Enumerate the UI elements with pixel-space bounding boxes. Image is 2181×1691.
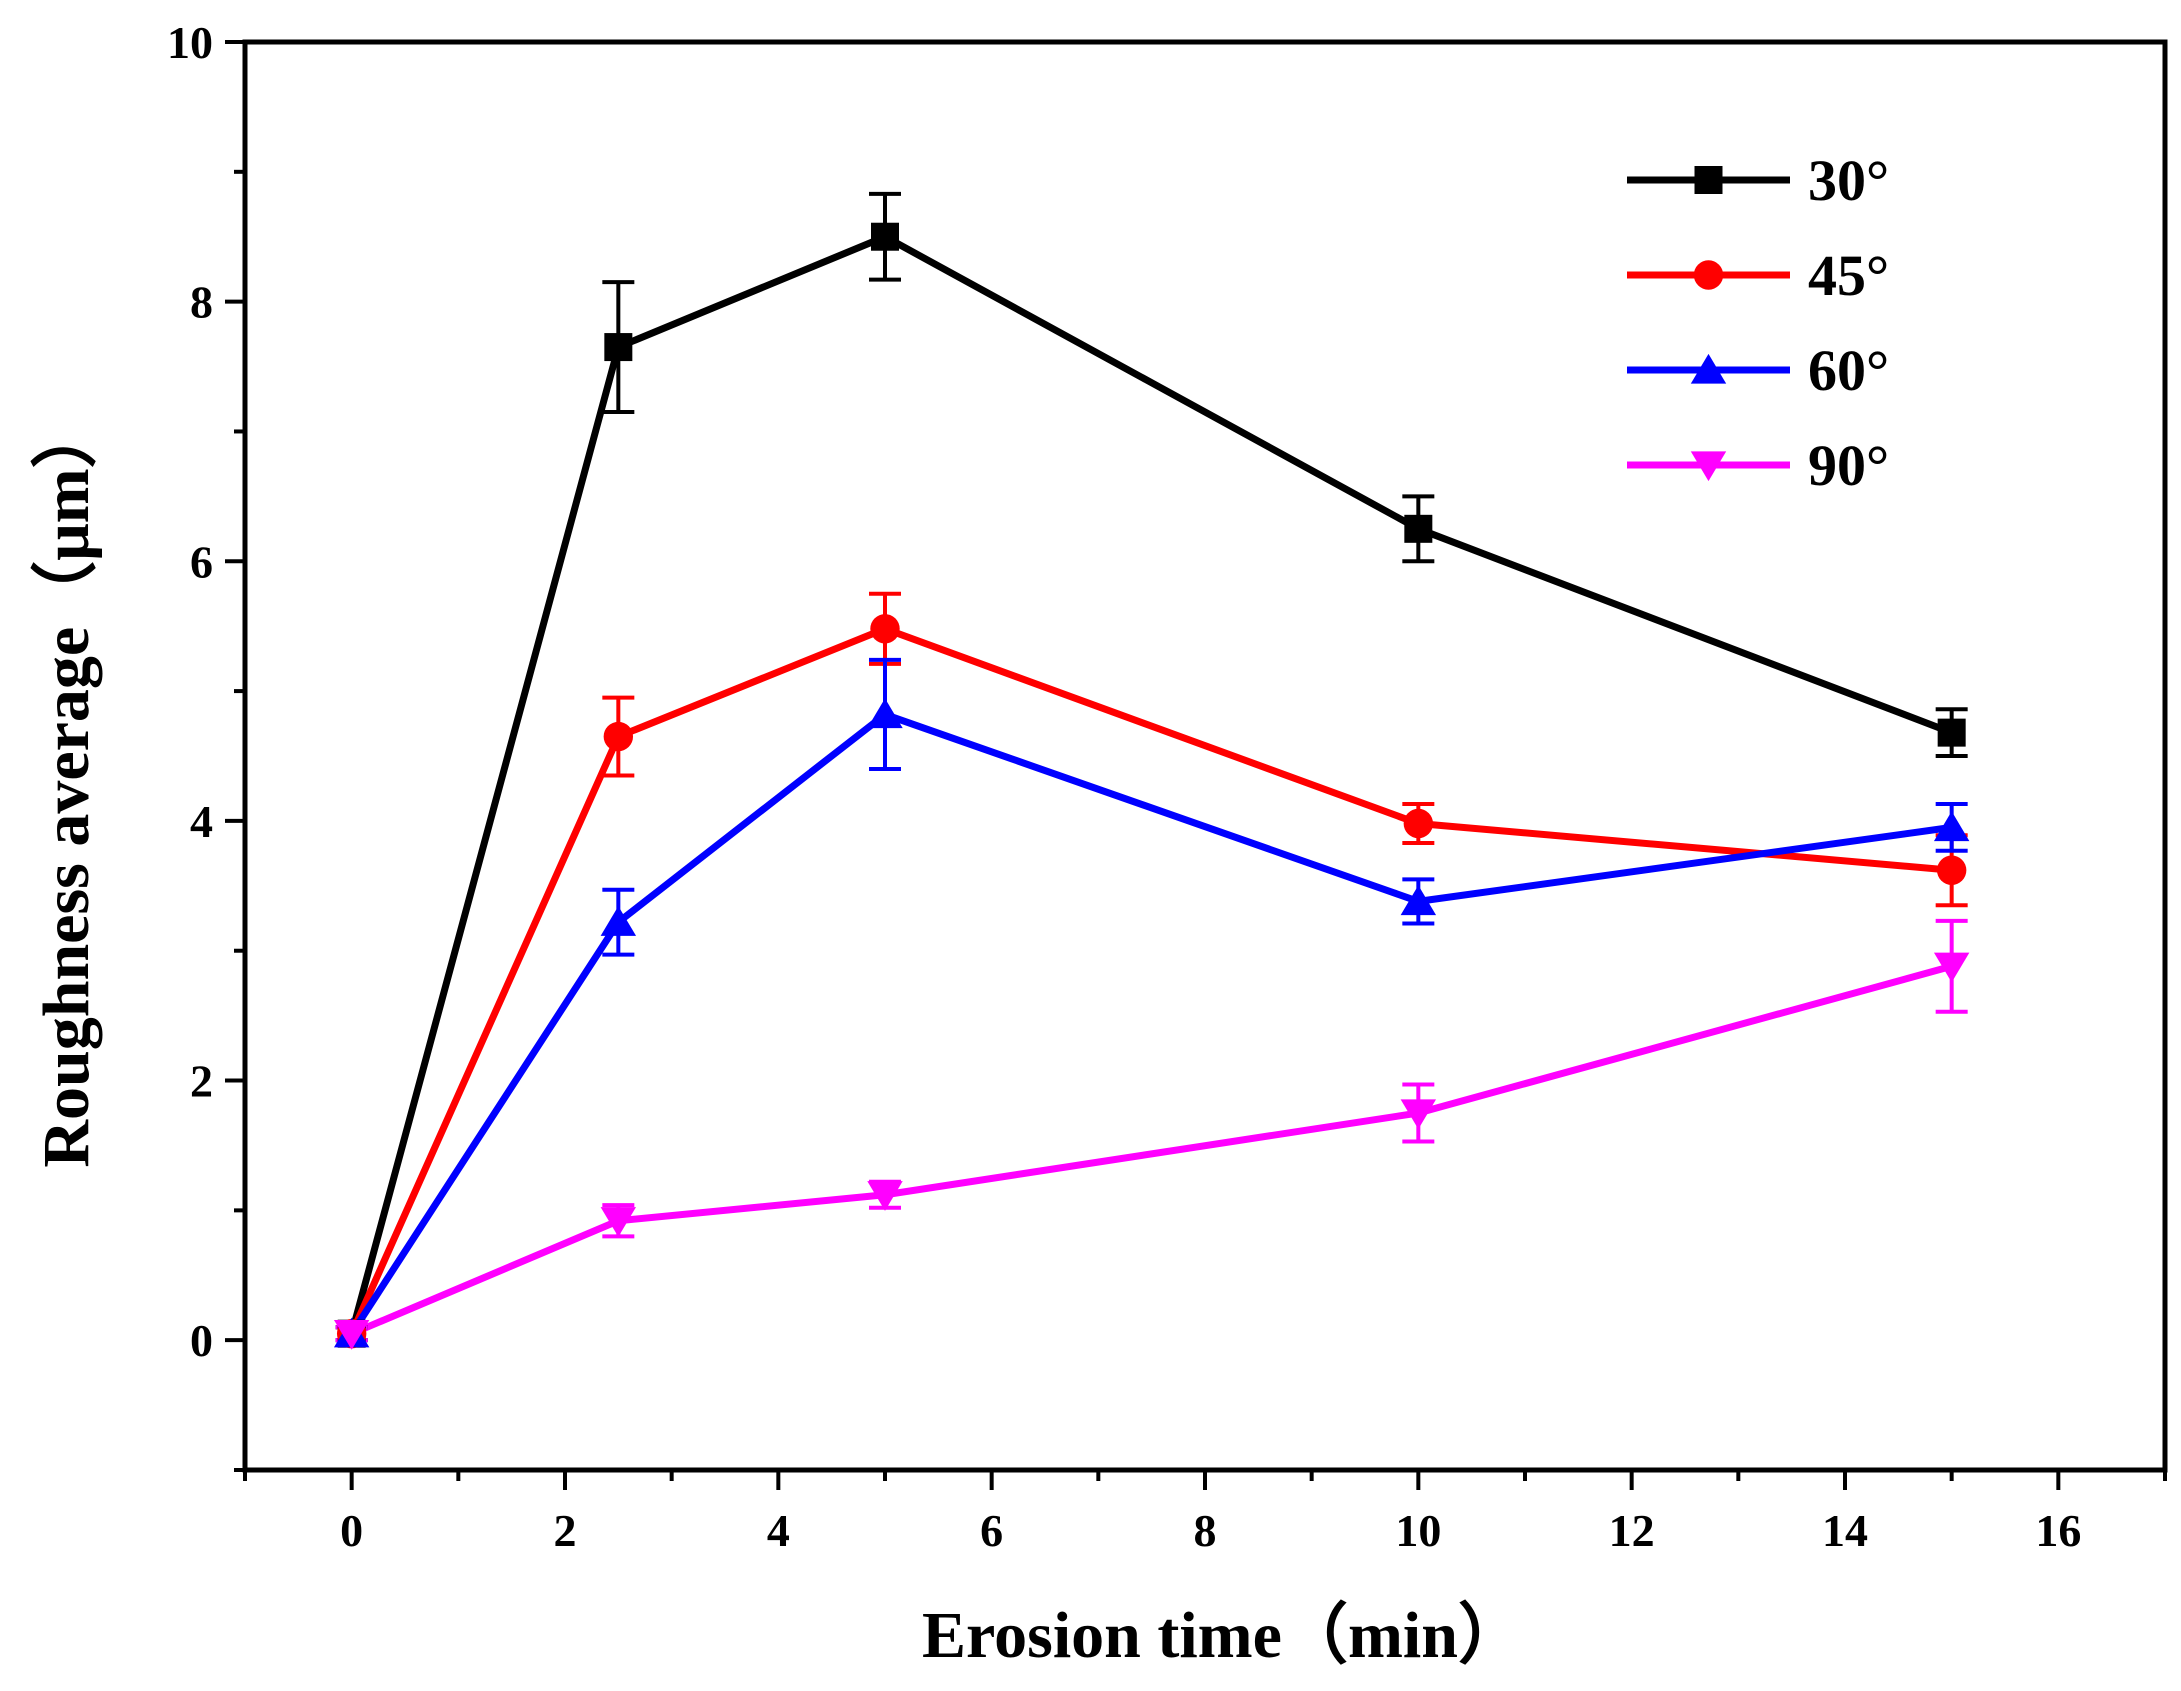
x-tick-label: 14 [1822,1505,1868,1556]
y-axis-label: Roughness average（μm） [29,402,103,1167]
x-tick-label: 12 [1609,1505,1655,1556]
data-point [1403,808,1434,839]
data-point [1400,1099,1437,1130]
x-tick-label: 4 [767,1505,790,1556]
data-point [1400,885,1437,916]
legend: 30° 45° 60° 90° [1627,148,1889,498]
series-line [348,233,1953,1335]
data-point [1404,514,1433,543]
series-line [348,625,1952,1336]
y-tick-label: 10 [167,17,213,68]
legend-label: 45° [1808,243,1889,308]
series-markers [333,222,1970,1350]
legend-marker [1690,451,1727,482]
x-tick-label: 6 [980,1505,1003,1556]
y-tick-label: 4 [190,796,213,847]
legend-marker [1694,166,1723,194]
legend-label: 90° [1808,433,1889,498]
data-point [1937,718,1966,747]
axes: 0 2 4 6 8 10 12 14 16 0 2 4 6 8 10 [167,17,2168,1556]
error-bars [335,191,1968,1343]
legend-label: 30° [1808,148,1889,213]
y-tick-label: 8 [190,277,213,328]
legend-marker [1690,353,1727,384]
data-point [867,1181,903,1211]
series-line [350,962,1953,1337]
x-tick-label: 0 [340,1505,363,1556]
data-point [1933,811,1970,842]
data-point [867,698,903,729]
series-line [348,710,1953,1336]
data-point [1933,952,1970,983]
y-tick-label: 6 [190,536,213,587]
legend-label: 60° [1808,338,1889,403]
legend-marker [1693,260,1724,290]
data-point [600,906,637,936]
data-point [600,1207,637,1237]
x-axis-label: Erosion time（min） [922,1598,1524,1672]
data-point [870,614,900,644]
y-tick-label: 2 [190,1056,213,1107]
y-tick-label: 0 [190,1315,213,1366]
data-point [604,333,633,362]
x-tick-label: 10 [1395,1505,1441,1556]
series-lines [348,233,1953,1337]
x-tick-label: 8 [1194,1505,1217,1556]
x-tick-label: 2 [554,1505,577,1556]
x-tick-label: 16 [2035,1505,2081,1556]
data-point [603,721,634,752]
data-point [333,1320,370,1350]
data-point [871,222,899,251]
data-point [1936,855,1967,885]
